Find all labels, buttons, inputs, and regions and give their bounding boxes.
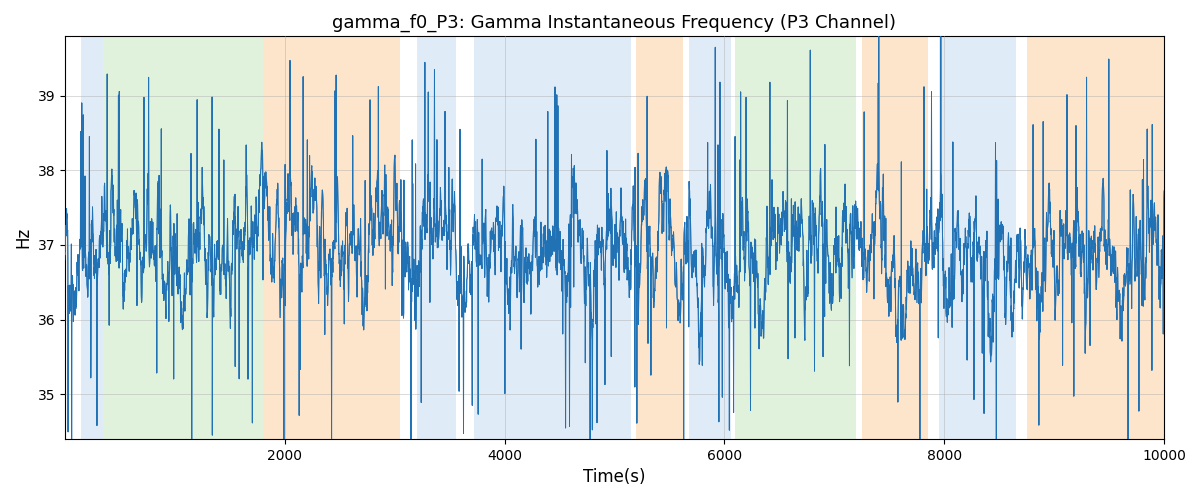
Bar xyxy=(263,36,400,439)
Bar xyxy=(1027,36,1164,439)
Bar xyxy=(82,36,103,439)
Bar xyxy=(736,36,857,439)
X-axis label: Time(s): Time(s) xyxy=(583,468,646,486)
Title: gamma_f0_P3: Gamma Instantaneous Frequency (P3 Channel): gamma_f0_P3: Gamma Instantaneous Frequen… xyxy=(332,14,896,32)
Bar xyxy=(938,36,1015,439)
Bar xyxy=(636,36,683,439)
Bar xyxy=(474,36,631,439)
Bar xyxy=(416,36,456,439)
Bar xyxy=(103,36,263,439)
Y-axis label: Hz: Hz xyxy=(14,227,32,248)
Bar xyxy=(862,36,928,439)
Bar xyxy=(689,36,731,439)
